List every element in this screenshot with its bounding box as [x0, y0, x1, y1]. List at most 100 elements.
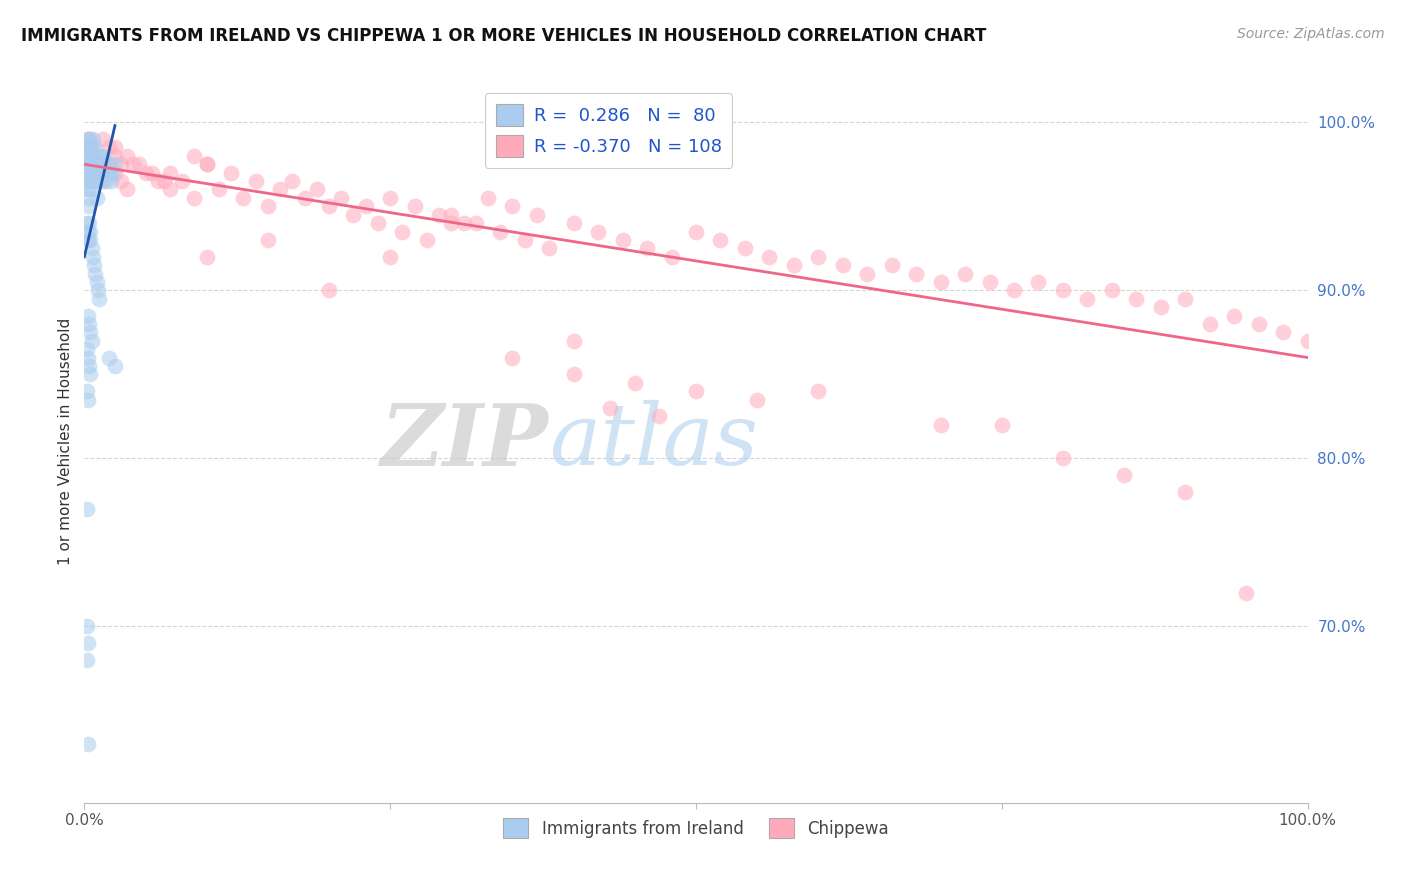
Point — [80, 157, 103, 171]
Point — [122, 157, 145, 171]
Point — [77, 351, 100, 365]
Point — [91, 174, 114, 188]
Point — [538, 241, 561, 255]
Point — [1101, 283, 1123, 297]
Legend: Immigrants from Ireland, Chippewa: Immigrants from Ireland, Chippewa — [496, 812, 896, 845]
Text: ZIP: ZIP — [381, 400, 550, 483]
Point — [1247, 317, 1270, 331]
Point — [953, 267, 976, 281]
Point — [1052, 283, 1074, 297]
Point — [128, 157, 150, 171]
Point — [416, 233, 439, 247]
Point — [79, 140, 101, 154]
Point — [76, 501, 98, 516]
Point — [97, 140, 120, 154]
Point — [77, 199, 100, 213]
Point — [1174, 485, 1197, 500]
Point — [80, 334, 103, 348]
Point — [76, 619, 98, 633]
Point — [685, 384, 707, 398]
Point — [1052, 451, 1074, 466]
Point — [464, 216, 486, 230]
Point — [77, 191, 100, 205]
Point — [83, 140, 105, 154]
Point — [80, 241, 103, 255]
Point — [101, 166, 124, 180]
Point — [489, 225, 512, 239]
Point — [79, 368, 101, 382]
Point — [477, 191, 499, 205]
Point — [342, 208, 364, 222]
Point — [1236, 586, 1258, 600]
Y-axis label: 1 or more Vehicles in Household: 1 or more Vehicles in Household — [58, 318, 73, 566]
Point — [87, 149, 110, 163]
Point — [1114, 468, 1136, 483]
Point — [98, 166, 121, 180]
Point — [734, 241, 756, 255]
Point — [86, 157, 108, 171]
Point — [1174, 292, 1197, 306]
Point — [100, 174, 122, 188]
Point — [612, 233, 634, 247]
Point — [685, 225, 707, 239]
Point — [110, 157, 132, 171]
Point — [87, 166, 110, 180]
Point — [86, 191, 108, 205]
Point — [93, 157, 115, 171]
Point — [77, 309, 100, 323]
Point — [84, 149, 107, 163]
Point — [89, 166, 111, 180]
Point — [831, 258, 853, 272]
Point — [586, 225, 609, 239]
Point — [82, 250, 104, 264]
Point — [367, 216, 389, 230]
Point — [562, 334, 585, 348]
Point — [76, 384, 98, 398]
Point — [172, 174, 194, 188]
Point — [562, 216, 585, 230]
Point — [104, 157, 127, 171]
Point — [79, 132, 101, 146]
Point — [79, 182, 101, 196]
Point — [159, 182, 181, 196]
Point — [1272, 326, 1295, 340]
Point — [77, 216, 100, 230]
Point — [90, 157, 112, 171]
Point — [1076, 292, 1098, 306]
Point — [624, 376, 647, 390]
Point — [1125, 292, 1147, 306]
Point — [648, 409, 671, 424]
Point — [502, 199, 524, 213]
Point — [115, 182, 138, 196]
Text: atlas: atlas — [550, 401, 758, 483]
Point — [87, 174, 110, 188]
Point — [232, 191, 254, 205]
Point — [380, 191, 402, 205]
Point — [783, 258, 806, 272]
Point — [330, 191, 353, 205]
Point — [80, 174, 103, 188]
Point — [807, 384, 830, 398]
Point — [636, 241, 658, 255]
Point — [97, 166, 120, 180]
Point — [87, 283, 110, 297]
Point — [77, 157, 100, 171]
Point — [84, 267, 107, 281]
Point — [427, 208, 450, 222]
Point — [91, 132, 114, 146]
Point — [77, 225, 100, 239]
Point — [77, 233, 100, 247]
Point — [294, 191, 316, 205]
Point — [318, 283, 340, 297]
Point — [75, 149, 97, 163]
Point — [94, 166, 117, 180]
Point — [104, 140, 127, 154]
Point — [91, 149, 114, 163]
Point — [318, 199, 340, 213]
Point — [1223, 309, 1246, 323]
Point — [661, 250, 683, 264]
Point — [76, 174, 98, 188]
Point — [80, 140, 103, 154]
Point — [380, 250, 402, 264]
Point — [87, 157, 110, 171]
